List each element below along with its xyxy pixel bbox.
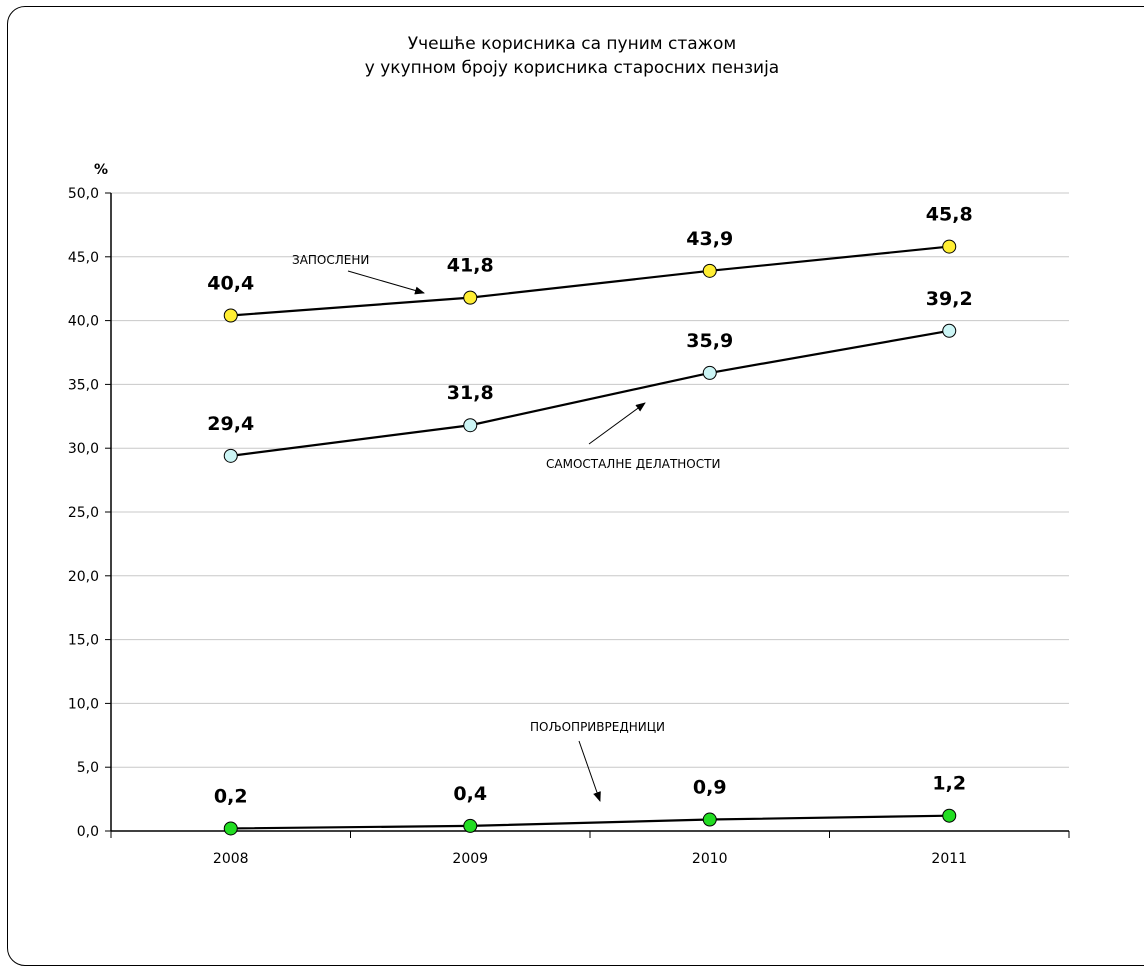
chart-title-line-2: у укупном броју корисника старосних пенз… — [364, 58, 780, 78]
data-point-marker — [942, 239, 957, 254]
x-tick-label: 2011 — [931, 851, 967, 867]
data-label: 40,4 — [207, 272, 254, 294]
annotation-arrow — [347, 270, 425, 295]
data-label: 0,4 — [453, 783, 487, 805]
y-tick-label: 35,0 — [68, 377, 99, 393]
y-tick-label: 15,0 — [68, 633, 99, 649]
data-point-marker — [463, 418, 478, 433]
data-label: 43,9 — [686, 228, 733, 250]
y-axis-unit-label: % — [94, 162, 108, 178]
data-label: 31,8 — [447, 382, 494, 404]
data-label: 41,8 — [447, 255, 494, 277]
data-label: 39,2 — [926, 288, 973, 310]
annotation-arrow — [588, 402, 646, 445]
annotation-arrow — [578, 740, 601, 802]
y-tick-label: 30,0 — [68, 441, 99, 457]
x-tick-label: 2009 — [452, 851, 488, 867]
data-point-marker — [702, 263, 717, 278]
y-tick-label: 45,0 — [68, 250, 99, 266]
y-tick-label: 50,0 — [68, 186, 99, 202]
chart-title-line-1: Учешће корисника са пуним стажом — [407, 34, 737, 54]
y-tick-label: 40,0 — [68, 314, 99, 330]
y-tick-label: 20,0 — [68, 569, 99, 585]
y-tick-label: 25,0 — [68, 505, 99, 521]
data-label: 29,4 — [207, 413, 254, 435]
data-point-marker — [223, 821, 238, 836]
series-label-poljoprivrednici: ПОЉОПРИВРЕДНИЦИ — [530, 720, 665, 734]
series-label-samostalne: САМОСТАЛНЕ ДЕЛАТНОСТИ — [546, 457, 720, 471]
data-label: 35,9 — [686, 330, 733, 352]
data-point-marker — [942, 323, 957, 338]
data-point-marker — [223, 308, 238, 323]
y-tick-label: 5,0 — [77, 760, 99, 776]
series-line — [230, 329, 950, 457]
series-label-zaposleni: ЗАПОСЛЕНИ — [292, 253, 369, 267]
line-chart: 0,0 5,0 10,0 15,0 20,0 25,0 30,0 35,0 40,0 45,0 50… — [68, 162, 1070, 867]
data-point-marker — [702, 365, 717, 380]
data-point-marker — [463, 818, 478, 833]
series-line — [230, 245, 950, 317]
data-label: 0,9 — [693, 777, 727, 799]
data-point-marker — [463, 290, 478, 305]
data-label: 0,2 — [214, 785, 248, 807]
series-line — [230, 814, 950, 830]
data-point-marker — [223, 448, 238, 463]
data-point-marker — [702, 812, 717, 827]
data-label: 45,8 — [926, 204, 973, 226]
data-point-marker — [942, 808, 957, 823]
y-tick-label: 0,0 — [77, 824, 99, 840]
y-tick-label: 10,0 — [68, 696, 99, 712]
data-label: 1,2 — [932, 773, 966, 795]
x-tick-label: 2010 — [692, 851, 728, 867]
x-tick-label: 2008 — [213, 851, 249, 867]
